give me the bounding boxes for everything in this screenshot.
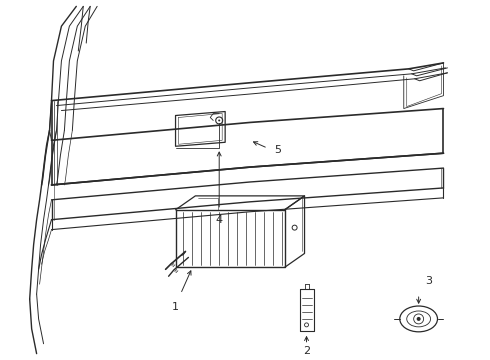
Text: 2: 2: [303, 346, 310, 356]
Circle shape: [218, 120, 220, 121]
Text: 1: 1: [172, 302, 179, 312]
Text: 5: 5: [274, 145, 281, 155]
Text: 3: 3: [425, 276, 432, 286]
Text: 4: 4: [216, 215, 223, 225]
Circle shape: [416, 317, 420, 321]
